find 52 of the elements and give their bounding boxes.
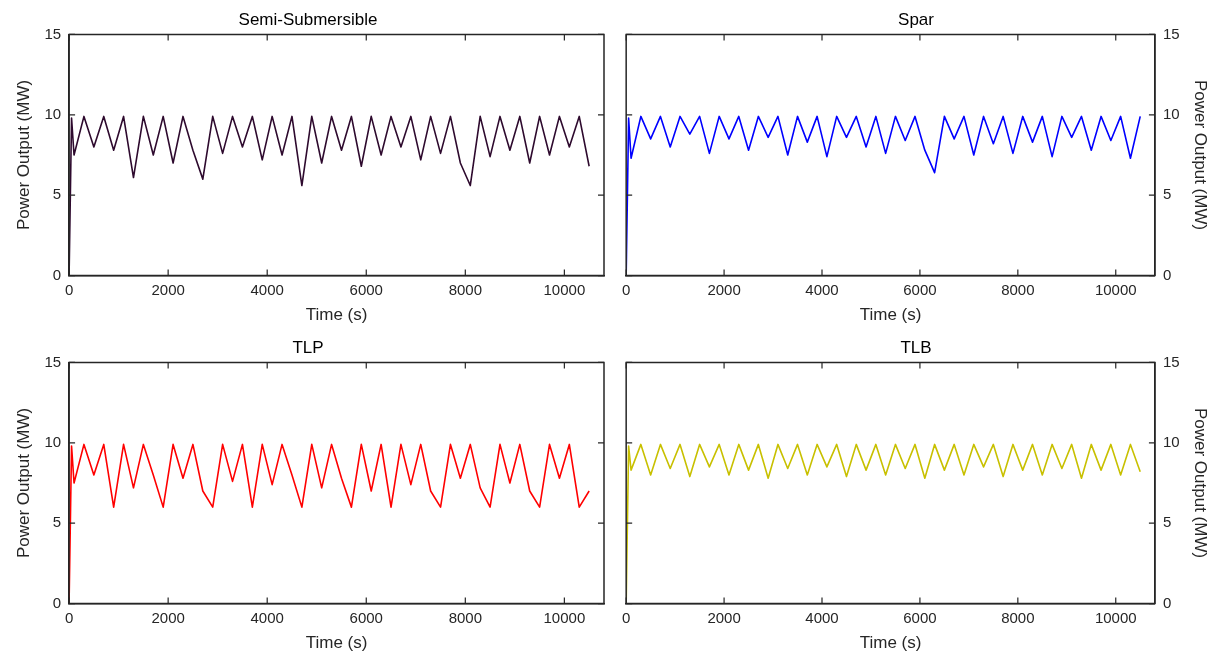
x-tick-label: 8000 [448,608,483,626]
y-tick-label: 5 [52,185,62,203]
y-tick-label: 10 [1162,104,1180,122]
x-tick-label: 2000 [151,280,185,298]
x-tick-label: 4000 [805,608,839,626]
x-tick-label: 0 [622,608,631,626]
y-tick-label: 10 [44,104,62,122]
y-tick-label: 0 [52,593,62,611]
x-tick-label: 6000 [349,608,383,626]
x-tick-label: 4000 [250,608,284,626]
chart-title: Semi-Submersible [238,9,378,29]
chart-title: TLB [900,337,932,357]
y-axis-title: Power Output (MW) [1191,407,1211,559]
x-tick-label: 6000 [903,280,937,298]
y-axis-title: Power Output (MW) [13,407,33,559]
y-axis-title: Power Output (MW) [13,79,33,231]
y-tick-label: 15 [44,352,62,370]
y-tick-label: 15 [1162,352,1180,370]
x-axis-title: Time (s) [859,633,922,653]
y-tick-label: 5 [1162,513,1172,531]
y-axis-title: Power Output (MW) [1191,79,1211,231]
x-tick-label: 8000 [448,280,483,298]
x-tick-label: 2000 [707,608,741,626]
x-tick-label: 8000 [1001,608,1035,626]
x-tick-label: 10000 [543,608,586,626]
x-axis-title: Time (s) [305,305,368,325]
x-tick-label: 0 [622,280,631,298]
y-tick-label: 10 [1162,432,1180,450]
y-tick-label: 0 [52,265,62,283]
chart-title: TLP [292,337,324,357]
x-tick-label: 10000 [1094,280,1137,298]
y-tick-label: 5 [1162,185,1172,203]
y-tick-label: 0 [1162,593,1172,611]
x-tick-label: 0 [64,280,74,298]
x-tick-label: 2000 [151,608,185,626]
x-tick-label: 6000 [349,280,383,298]
x-tick-label: 4000 [805,280,839,298]
x-tick-label: 10000 [1094,608,1137,626]
x-axis-title: Time (s) [859,305,922,325]
y-tick-label: 15 [1162,24,1180,42]
y-tick-label: 10 [44,432,62,450]
y-tick-label: 15 [44,24,62,42]
chart-title: Spar [898,9,935,29]
x-tick-label: 0 [64,608,74,626]
x-tick-label: 10000 [543,280,586,298]
x-tick-label: 6000 [903,608,937,626]
x-tick-label: 8000 [1001,280,1035,298]
y-tick-label: 0 [1162,265,1172,283]
x-axis-title: Time (s) [305,633,368,653]
y-tick-label: 5 [52,513,62,531]
x-tick-label: 4000 [250,280,284,298]
x-tick-label: 2000 [707,280,741,298]
